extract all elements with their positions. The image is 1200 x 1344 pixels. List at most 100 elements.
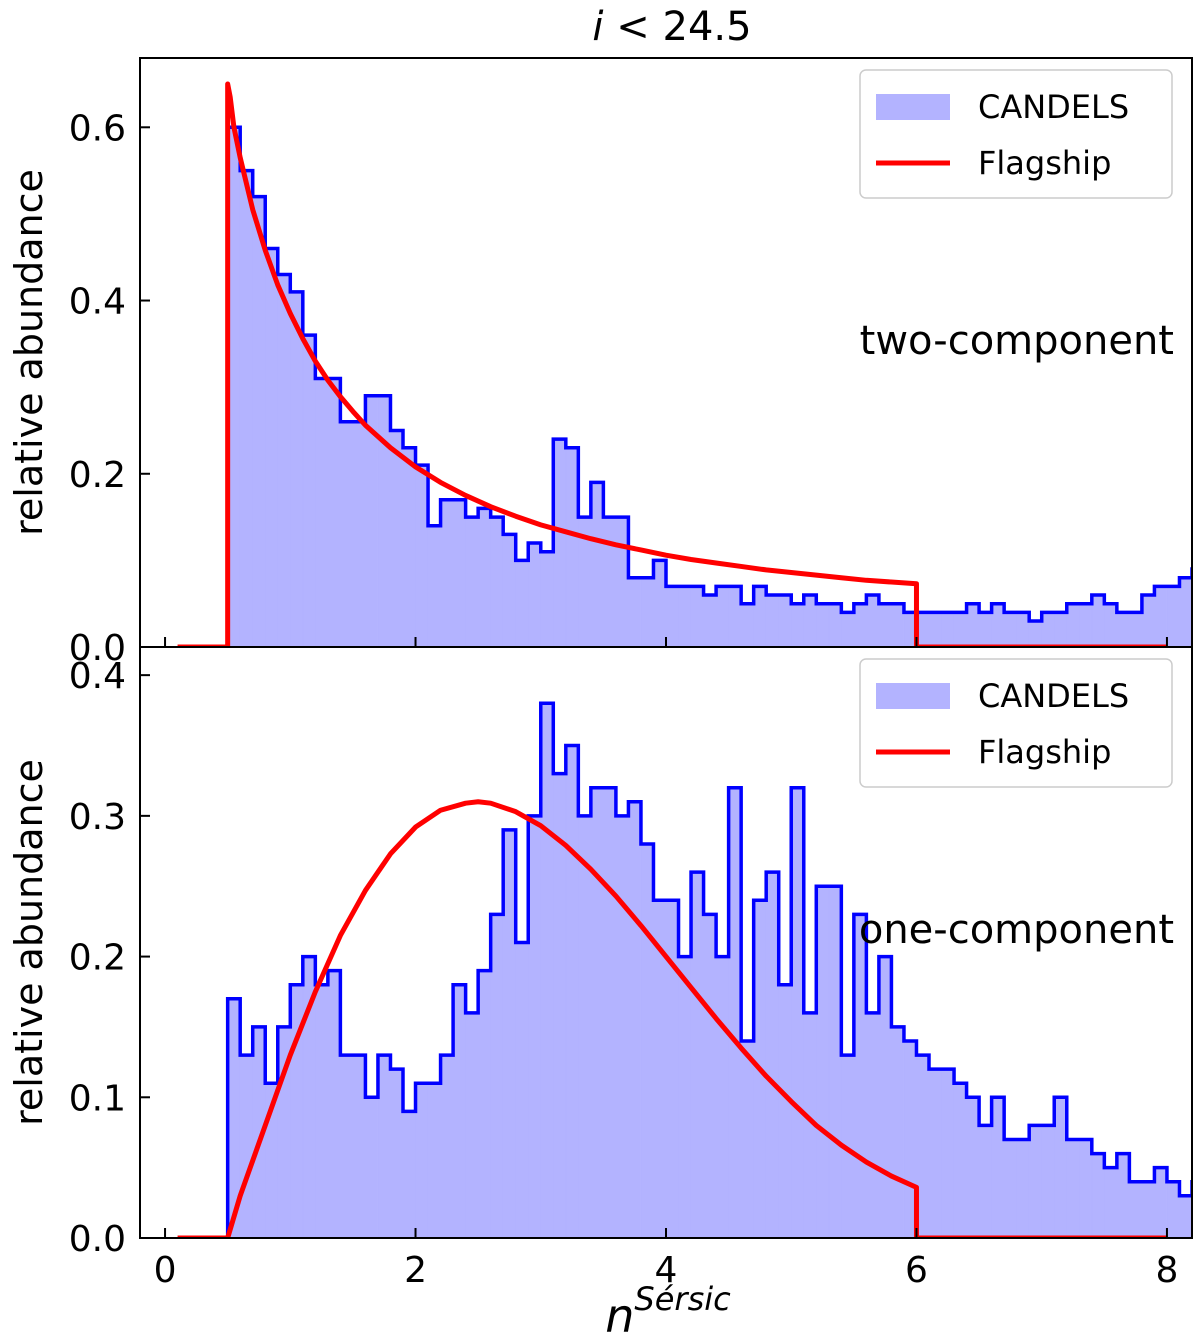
top-hist-bar — [502, 534, 517, 647]
bottom-hist-bar — [477, 970, 491, 1238]
top-hist-bar — [941, 612, 955, 647]
bottom-hist-bar — [565, 745, 579, 1238]
top-hist-bar — [1141, 594, 1155, 647]
figure-title-condition: < 24.5 — [604, 4, 752, 50]
top-hist-bar — [239, 170, 254, 647]
top-hist-bar — [753, 586, 767, 647]
bottom-y-tick-label: 0.2 — [69, 938, 126, 979]
top-hist-bar — [440, 499, 454, 647]
top-hist-bar — [653, 560, 667, 647]
top-hist-bar — [690, 586, 704, 647]
bottom-y-axis-label: relative abundance — [7, 759, 51, 1126]
bottom-hist-bar — [315, 984, 329, 1238]
bottom-legend-patch — [876, 683, 950, 709]
bottom-hist-bar — [1028, 1125, 1043, 1238]
top-hist-bar — [953, 612, 967, 647]
top-hist-bar — [603, 516, 617, 647]
top-hist-bar — [866, 594, 880, 647]
bottom-hist-bar — [978, 1125, 992, 1238]
top-hist-bar — [1041, 612, 1055, 647]
bottom-hist-bar — [765, 871, 780, 1238]
top-hist-bar — [803, 594, 817, 647]
bottom-hist-bar — [953, 1082, 967, 1238]
bottom-hist-bar — [1154, 1167, 1168, 1238]
top-hist-bar — [853, 603, 867, 647]
bottom-hist-bar — [928, 1068, 942, 1238]
bottom-x-tick-label: 0 — [154, 1250, 177, 1291]
top-hist-bar — [527, 542, 542, 647]
top-legend-label: CANDELS — [978, 88, 1129, 126]
bottom-hist-bar — [1104, 1167, 1118, 1238]
top-hist-bar — [703, 594, 717, 647]
top-hist-bar — [515, 560, 529, 647]
bottom-hist-bar — [578, 815, 592, 1238]
top-hist-bar — [264, 248, 279, 647]
top-hist-bar — [415, 464, 429, 647]
bottom-annotation: one-component — [859, 907, 1174, 953]
bottom-hist-bar — [728, 787, 742, 1238]
top-hist-bar — [1028, 620, 1043, 647]
bottom-hist-bar — [465, 1012, 479, 1238]
top-hist-bar — [790, 603, 805, 647]
bottom-hist-bar — [502, 829, 517, 1238]
bottom-hist-bar — [966, 1096, 980, 1238]
top-hist-bar — [841, 612, 855, 647]
bottom-hist-bar — [1003, 1139, 1017, 1238]
top-hist-bar — [477, 508, 491, 647]
bottom-hist-bar — [1066, 1139, 1080, 1238]
bottom-x-tick-label: 8 — [1155, 1250, 1178, 1291]
top-hist-bar — [1066, 603, 1080, 647]
bottom-legend-label: Flagship — [978, 733, 1111, 771]
top-hist-bar — [277, 274, 291, 647]
top-hist-bar — [928, 612, 942, 647]
bottom-hist-bar — [778, 984, 792, 1238]
top-hist-bar — [377, 395, 391, 647]
top-legend: CANDELS Flagship — [859, 69, 1173, 199]
bottom-hist-bar — [540, 702, 554, 1238]
bottom-panel: 0.0 0.1 0.2 0.3 0.4 0 2 4 6 8 relative abundance on… — [7, 646, 1193, 1291]
top-hist-bar — [1078, 603, 1093, 647]
top-hist-bar — [765, 594, 780, 647]
top-hist-bar — [665, 586, 679, 647]
bottom-y-tick-label: 0.1 — [69, 1078, 126, 1119]
top-hist-bar — [1179, 577, 1192, 647]
top-hist-bar — [815, 603, 830, 647]
bottom-legend-label: CANDELS — [978, 677, 1129, 715]
bottom-x-tick-label: 2 — [404, 1250, 427, 1291]
bottom-hist-bar — [640, 843, 654, 1238]
bottom-hist-bar — [239, 1054, 254, 1238]
bottom-hist-bar — [628, 801, 642, 1238]
bottom-hist-bar — [1016, 1139, 1030, 1238]
bottom-hist-bar — [415, 1082, 429, 1238]
top-hist-bar — [1104, 603, 1118, 647]
top-hist-bar — [991, 603, 1005, 647]
top-hist-bar — [1191, 568, 1192, 647]
bottom-hist-bar — [828, 885, 842, 1238]
top-flagship-line — [177, 81, 1167, 647]
top-annotation: two-component — [860, 318, 1174, 364]
top-hist-bar — [1091, 594, 1105, 647]
bottom-hist-outline — [225, 701, 1192, 1238]
top-hist-bar — [565, 447, 579, 647]
bottom-hist-bar — [377, 1054, 391, 1238]
bottom-hist-bar — [1129, 1181, 1143, 1238]
bottom-hist-bar — [590, 787, 604, 1238]
bottom-hist-bar — [452, 984, 466, 1238]
top-hist-bar — [1053, 612, 1068, 647]
top-hist-bar — [966, 603, 980, 647]
bottom-hist-bar — [490, 914, 504, 1238]
top-hist-bar — [728, 586, 742, 647]
top-hist-bar — [1016, 612, 1030, 647]
top-hist-bar — [1129, 612, 1143, 647]
bottom-hist-bar — [402, 1111, 416, 1238]
bottom-x-tick-label: 6 — [905, 1250, 928, 1291]
figure-title-variable: i — [592, 4, 603, 50]
x-axis-label-main: n — [605, 1289, 634, 1343]
top-hist-bar — [552, 438, 567, 647]
bottom-x-tick-label: 4 — [655, 1250, 678, 1291]
bottom-hist-bar — [515, 942, 529, 1238]
top-hist-bar — [615, 516, 629, 647]
bottom-hist-bar — [1091, 1153, 1105, 1238]
top-hist-bar — [340, 421, 354, 647]
bottom-y-tick-label: 0.4 — [69, 656, 126, 697]
